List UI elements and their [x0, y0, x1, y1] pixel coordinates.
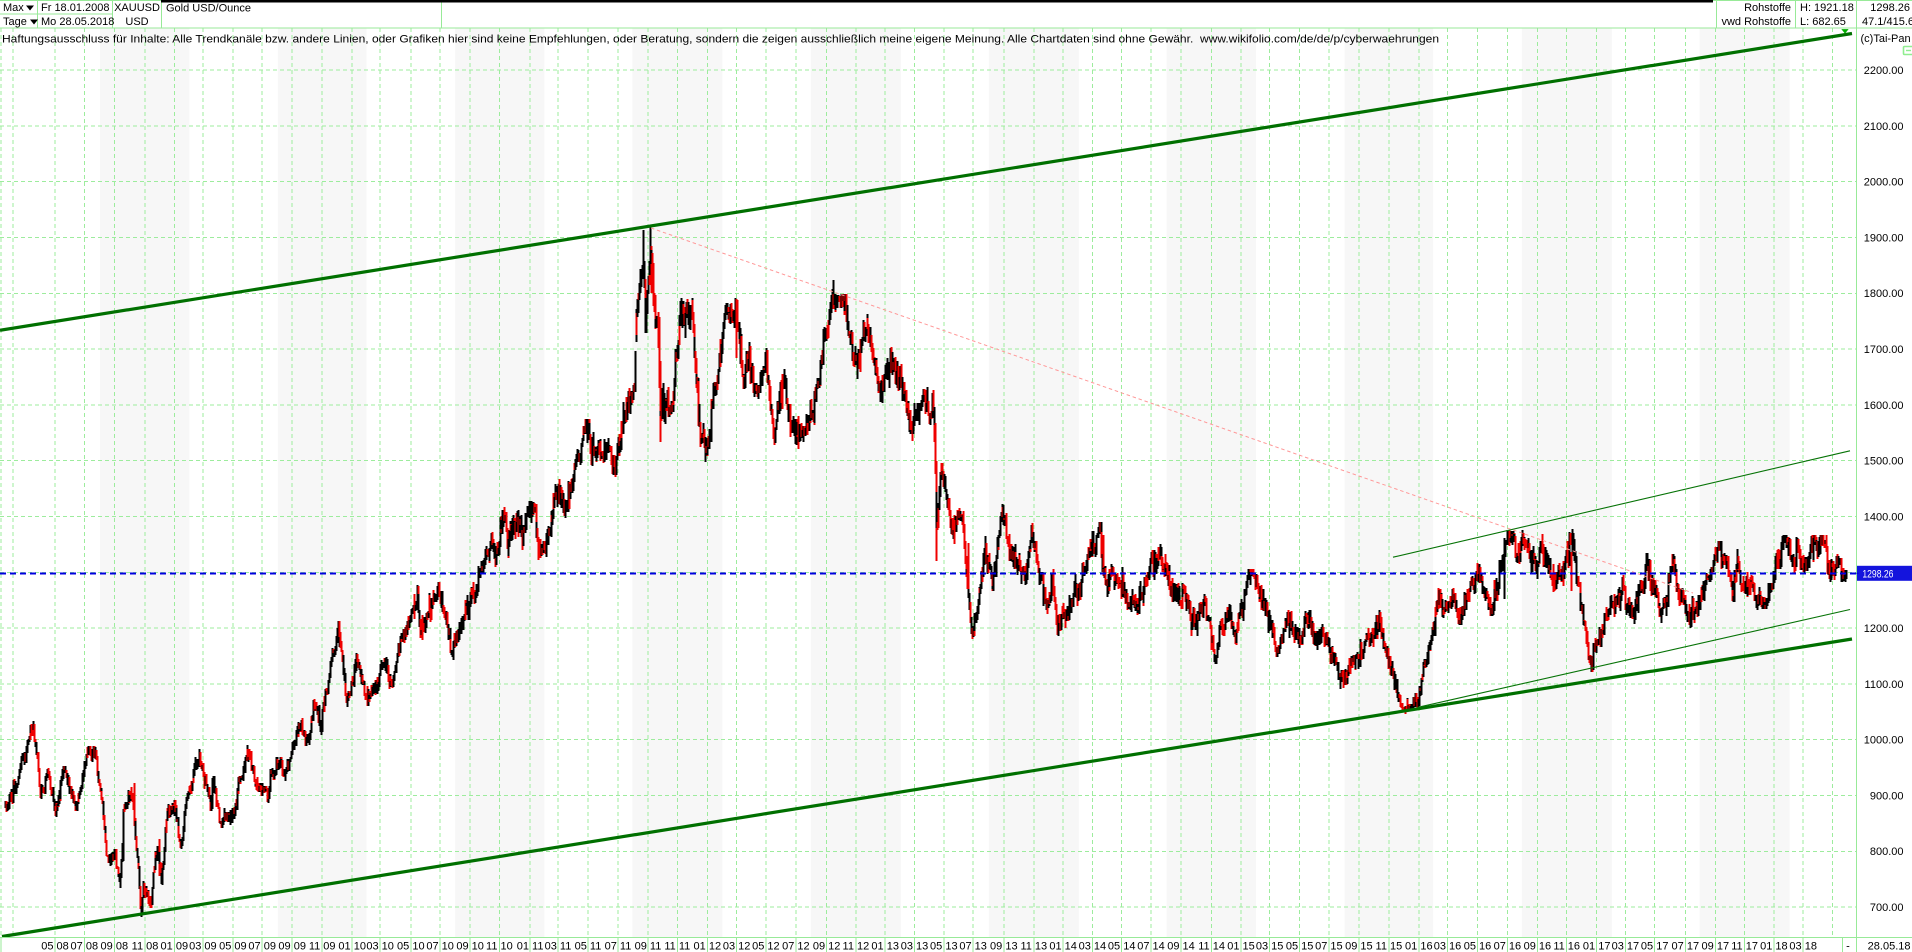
svg-text:1298.26: 1298.26 — [1862, 569, 1893, 581]
svg-text:07 11: 07 11 — [605, 941, 632, 952]
svg-text:07 17: 07 17 — [1672, 941, 1700, 952]
svg-text:11 11: 11 11 — [664, 941, 690, 952]
svg-text:Max: Max — [3, 2, 24, 14]
svg-text:05 16: 05 16 — [1464, 941, 1492, 952]
svg-text:01 17: 01 17 — [1583, 941, 1611, 952]
svg-text:09 12: 09 12 — [813, 941, 841, 952]
svg-text:1700.00: 1700.00 — [1864, 344, 1904, 356]
svg-text:09 09: 09 09 — [278, 941, 306, 952]
svg-text:2200.00: 2200.00 — [1864, 65, 1904, 77]
svg-text:01 10: 01 10 — [338, 941, 366, 952]
svg-text:11 12: 11 12 — [843, 941, 870, 952]
svg-text:03 13: 03 13 — [901, 941, 929, 952]
svg-text:07 15: 07 15 — [1315, 941, 1343, 952]
svg-text:1100.00: 1100.00 — [1865, 679, 1904, 691]
svg-text:05 12: 05 12 — [752, 941, 780, 952]
svg-text:09 10: 09 10 — [456, 941, 484, 952]
svg-text:-: - — [1846, 941, 1850, 952]
svg-text:11 10: 11 10 — [486, 941, 513, 952]
svg-text:03 12: 03 12 — [723, 941, 751, 952]
svg-text:03 09: 03 09 — [189, 941, 217, 952]
svg-text:05 13: 05 13 — [930, 941, 958, 952]
svg-text:05 08: 05 08 — [41, 941, 69, 952]
svg-text:vwd Rohstoffe: vwd Rohstoffe — [1721, 16, 1791, 28]
svg-text:XAUUSD: XAUUSD — [114, 2, 160, 14]
svg-text:03 16: 03 16 — [1434, 941, 1462, 952]
svg-text:01 11: 01 11 — [517, 941, 544, 952]
svg-text:2100.00: 2100.00 — [1864, 121, 1904, 133]
svg-text:H: 1921.18: H: 1921.18 — [1800, 2, 1854, 14]
svg-text:03 14: 03 14 — [1079, 941, 1107, 952]
svg-text:09 08: 09 08 — [101, 941, 129, 952]
svg-text:Fr 18.01.2008: Fr 18.01.2008 — [41, 2, 110, 14]
svg-text:11 08: 11 08 — [132, 941, 159, 952]
svg-text:01 15: 01 15 — [1227, 941, 1255, 952]
svg-text:11 13: 11 13 — [1020, 941, 1047, 952]
svg-text:11 17: 11 17 — [1731, 941, 1758, 952]
svg-text:L: 682.65: L: 682.65 — [1800, 16, 1846, 28]
svg-text:01 16: 01 16 — [1405, 941, 1433, 952]
svg-text:1400.00: 1400.00 — [1864, 511, 1904, 523]
svg-text:01 12: 01 12 — [694, 941, 722, 952]
svg-text:09 11: 09 11 — [635, 941, 662, 952]
svg-text:1600.00: 1600.00 — [1864, 400, 1904, 412]
svg-text:09 14: 09 14 — [1167, 941, 1195, 952]
svg-text:09 13: 09 13 — [990, 941, 1018, 952]
svg-text:700.00: 700.00 — [1870, 902, 1904, 914]
svg-text:05 09: 05 09 — [219, 941, 247, 952]
svg-text:07 10: 07 10 — [426, 941, 454, 952]
svg-text:01 18: 01 18 — [1760, 941, 1788, 952]
svg-text:05 17: 05 17 — [1641, 941, 1669, 952]
svg-text:11 15: 11 15 — [1376, 941, 1403, 952]
svg-text:11 16: 11 16 — [1553, 941, 1580, 952]
svg-text:03 10: 03 10 — [366, 941, 394, 952]
svg-text:1500.00: 1500.00 — [1864, 456, 1904, 468]
svg-text:01 14: 01 14 — [1049, 941, 1077, 952]
svg-text:03 17: 03 17 — [1612, 941, 1640, 952]
svg-text:Haftungsausschluss für Inhalte: Haftungsausschluss für Inhalte: Alle Tre… — [2, 33, 1439, 45]
svg-text:Mo 28.05.2018: Mo 28.05.2018 — [41, 16, 114, 28]
svg-text:05 14: 05 14 — [1108, 941, 1136, 952]
svg-text:28.05.18: 28.05.18 — [1868, 941, 1911, 952]
svg-text:800.00: 800.00 — [1870, 846, 1904, 858]
svg-text:09 15: 09 15 — [1345, 941, 1373, 952]
svg-text:01 09: 01 09 — [161, 941, 189, 952]
svg-text:03 11: 03 11 — [545, 941, 572, 952]
svg-text:01 13: 01 13 — [871, 941, 899, 952]
svg-text:11 09: 11 09 — [309, 941, 336, 952]
svg-text:Tage: Tage — [3, 16, 27, 28]
svg-text:05 15: 05 15 — [1286, 941, 1314, 952]
svg-text:2000.00: 2000.00 — [1864, 177, 1904, 189]
svg-text:07 12: 07 12 — [782, 941, 810, 952]
svg-text:05 10: 05 10 — [397, 941, 425, 952]
svg-text:1298.26: 1298.26 — [1870, 2, 1910, 14]
svg-text:1800.00: 1800.00 — [1864, 288, 1904, 300]
svg-text:07 14: 07 14 — [1137, 941, 1165, 952]
svg-text:03 15: 03 15 — [1256, 941, 1284, 952]
svg-text:11 14: 11 14 — [1198, 941, 1225, 952]
svg-text:09 17: 09 17 — [1702, 941, 1730, 952]
svg-text:1000.00: 1000.00 — [1864, 735, 1904, 747]
svg-text:900.00: 900.00 — [1870, 790, 1904, 802]
svg-text:1200.00: 1200.00 — [1864, 623, 1904, 635]
svg-text:USD: USD — [125, 16, 148, 28]
svg-text:09 16: 09 16 — [1524, 941, 1552, 952]
svg-text:Rohstoffe: Rohstoffe — [1744, 2, 1791, 14]
svg-text:Gold USD/Ounce: Gold USD/Ounce — [166, 3, 251, 15]
svg-text:07 13: 07 13 — [959, 941, 987, 952]
svg-text:1900.00: 1900.00 — [1864, 232, 1904, 244]
svg-text:05 11: 05 11 — [575, 941, 602, 952]
svg-text:47.1/415.6: 47.1/415.6 — [1862, 16, 1912, 28]
svg-text:07 08: 07 08 — [71, 941, 99, 952]
svg-text:(c)Tai-Pan: (c)Tai-Pan — [1861, 33, 1911, 45]
svg-text:07 16: 07 16 — [1494, 941, 1522, 952]
svg-text:07 09: 07 09 — [248, 941, 276, 952]
svg-text:03 18: 03 18 — [1789, 941, 1817, 952]
